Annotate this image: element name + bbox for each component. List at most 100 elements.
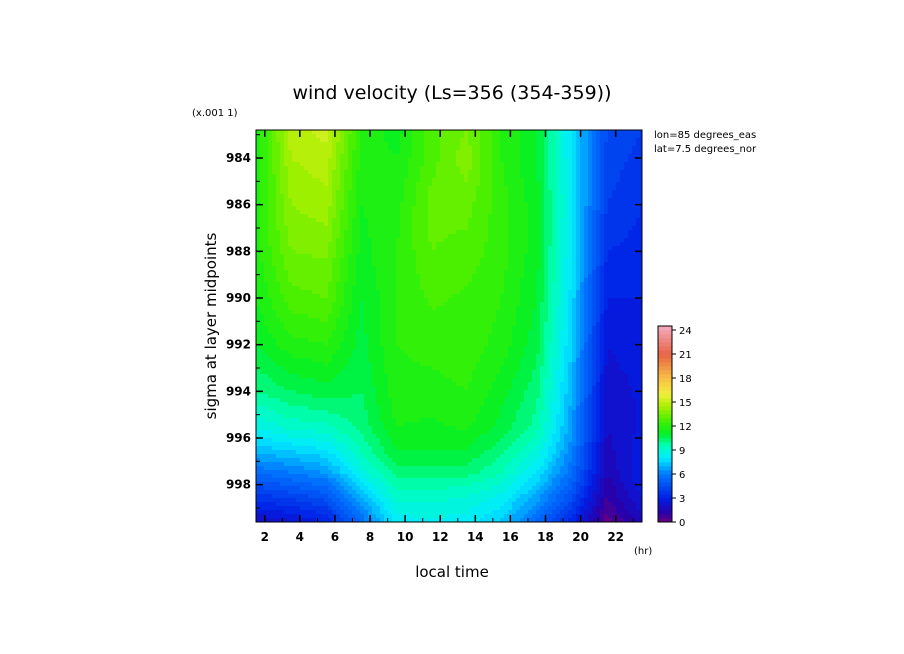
heat-cell <box>560 258 565 263</box>
heat-cell <box>276 246 281 251</box>
heat-cell <box>632 202 637 207</box>
heat-cell <box>592 190 597 195</box>
heat-cell <box>620 270 625 275</box>
heat-cell <box>340 202 345 207</box>
heat-cell <box>348 294 353 299</box>
heat-cell <box>356 326 361 331</box>
heat-cell <box>408 294 413 299</box>
heat-cell <box>628 210 633 215</box>
heat-cell <box>376 330 381 335</box>
heat-cell <box>632 318 637 323</box>
heat-cell <box>444 330 449 335</box>
heat-cell <box>500 270 505 275</box>
heat-cell <box>420 298 425 303</box>
heat-cell <box>580 210 585 215</box>
heat-cell <box>472 166 477 171</box>
heat-cell <box>416 262 421 267</box>
heat-cell <box>596 202 601 207</box>
heat-cell <box>480 182 485 187</box>
heat-cell <box>292 254 297 259</box>
heat-cell <box>296 206 301 211</box>
heat-cell <box>420 186 425 191</box>
heat-cell <box>260 298 265 303</box>
heat-cell <box>444 134 449 139</box>
heat-cell <box>424 282 429 287</box>
heat-cell <box>496 170 501 175</box>
heat-cell <box>576 306 581 311</box>
heat-cell <box>428 202 433 207</box>
heat-cell <box>448 270 453 275</box>
heat-cell <box>472 258 477 263</box>
heat-cell <box>368 298 373 303</box>
heat-cell <box>476 190 481 195</box>
heat-cell <box>604 294 609 299</box>
heat-cell <box>284 270 289 275</box>
heat-cell <box>472 186 477 191</box>
heat-cell <box>488 182 493 187</box>
heat-cell <box>372 238 377 243</box>
heat-cell <box>284 130 289 135</box>
heat-cell <box>276 322 281 327</box>
heat-cell <box>520 310 525 315</box>
heat-cell <box>588 194 593 199</box>
heat-cell <box>500 230 505 235</box>
heat-cell <box>596 322 601 327</box>
heat-cell <box>304 266 309 271</box>
heat-cell <box>336 310 341 315</box>
heat-cell <box>616 226 621 231</box>
heat-cell <box>560 274 565 279</box>
heat-cell <box>536 166 541 171</box>
heat-cell <box>436 302 441 307</box>
heat-cell <box>584 138 589 143</box>
heat-cell <box>308 322 313 327</box>
heat-cell <box>356 158 361 163</box>
heat-cell <box>468 274 473 279</box>
heat-cell <box>372 306 377 311</box>
heat-cell <box>556 142 561 147</box>
heat-cell <box>404 310 409 315</box>
heat-cell <box>628 194 633 199</box>
heat-cell <box>320 186 325 191</box>
heat-cell <box>556 230 561 235</box>
heat-cell <box>408 334 413 339</box>
heat-cell <box>492 166 497 171</box>
heat-cell <box>604 258 609 263</box>
heat-cell <box>304 314 309 319</box>
heat-cell <box>572 170 577 175</box>
heat-cell <box>476 154 481 159</box>
heat-cell <box>588 278 593 283</box>
heat-cell <box>472 286 477 291</box>
heat-cell <box>280 222 285 227</box>
heat-cell <box>516 318 521 323</box>
heat-cell <box>480 150 485 155</box>
heat-cell <box>616 138 621 143</box>
heat-cell <box>528 270 533 275</box>
heat-cell <box>568 246 573 251</box>
heat-cell <box>452 250 457 255</box>
heat-cell <box>372 142 377 147</box>
heat-cell <box>580 130 585 135</box>
heat-cell <box>516 130 521 135</box>
heat-cell <box>456 154 461 159</box>
heat-cell <box>292 138 297 143</box>
heat-cell <box>592 134 597 139</box>
heat-cell <box>576 146 581 151</box>
heat-cell <box>552 258 557 263</box>
heat-cell <box>260 218 265 223</box>
heat-cell <box>492 222 497 227</box>
heat-cell <box>444 242 449 247</box>
heat-cell <box>408 154 413 159</box>
heat-cell <box>320 242 325 247</box>
heat-cell <box>396 182 401 187</box>
heat-cell <box>380 162 385 167</box>
heat-cell <box>268 294 273 299</box>
heat-cell <box>328 142 333 147</box>
heat-cell <box>564 310 569 315</box>
heat-cell <box>280 194 285 199</box>
heat-cell <box>384 286 389 291</box>
heat-cell <box>616 222 621 227</box>
heat-cell <box>316 302 321 307</box>
heat-cell <box>296 210 301 215</box>
heat-cell <box>460 190 465 195</box>
heat-cell <box>300 294 305 299</box>
